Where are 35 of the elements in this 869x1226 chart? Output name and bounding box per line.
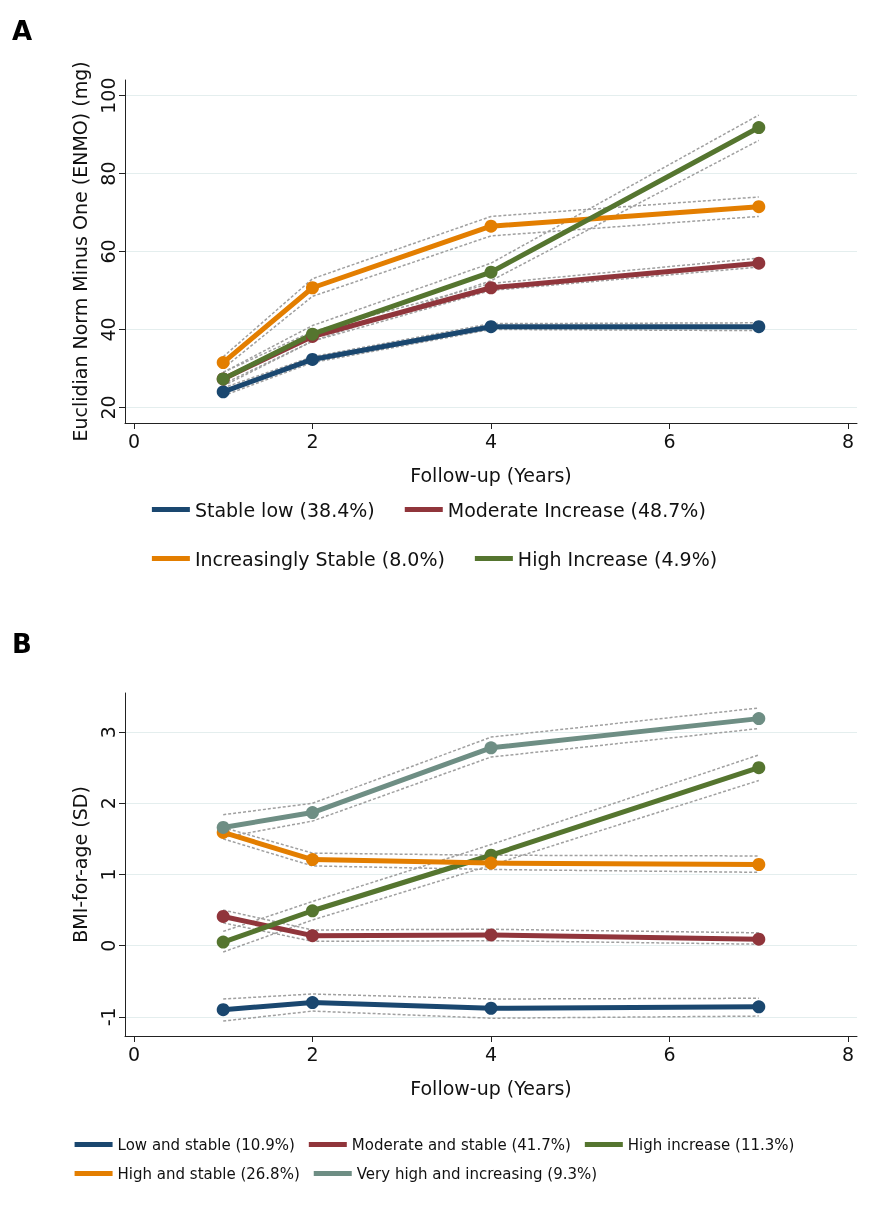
legend-label: High Increase (4.9%) (517, 547, 718, 570)
x-tick-label: 0 (127, 1042, 140, 1065)
y-tick-label: 3 (96, 726, 119, 739)
x-axis-title: Follow-up (Years) (410, 1076, 572, 1099)
legend-label: Increasingly Stable (8.0%) (194, 547, 445, 570)
legend-label: Stable low (38.4%) (194, 498, 375, 521)
y-tick-label: 20 (96, 395, 119, 420)
text: A (12, 16, 33, 46)
legend-label: High increase (11.3%) (627, 1135, 795, 1154)
x-tick-label: 4 (484, 429, 498, 452)
text: B (12, 629, 32, 659)
legend-label: High and stable (26.8%) (117, 1164, 300, 1183)
x-tick-label: 4 (484, 1042, 498, 1065)
legend-label: Low and stable (10.9%) (117, 1135, 295, 1154)
x-axis-title: Follow-up (Years) (410, 463, 572, 486)
y-axis-title: Euclidian Norm Minus One (ENMO) (mg) (68, 61, 91, 442)
y-tick-label: 100 (96, 77, 119, 114)
legend-label: Moderate Increase (48.7%) (447, 498, 706, 521)
legend-label: Very high and increasing (9.3%) (356, 1164, 598, 1183)
y-tick-label: -1 (96, 1007, 119, 1027)
y-tick-label: 1 (96, 868, 119, 881)
y-axis-title: BMI-for-age (SD) (68, 786, 91, 943)
y-tick-label: 0 (96, 939, 119, 952)
x-tick-label: 8 (842, 429, 855, 452)
x-tick-label: 6 (663, 429, 676, 452)
y-tick-label: 40 (96, 317, 119, 342)
y-tick-label: 2 (96, 797, 119, 810)
legend-label: Moderate and stable (41.7%) (351, 1135, 571, 1154)
x-tick-label: 0 (127, 429, 140, 452)
y-tick-label: 60 (96, 239, 119, 264)
x-tick-label: 6 (663, 1042, 676, 1065)
x-tick-label: 8 (842, 1042, 855, 1065)
y-tick-label: 80 (96, 161, 119, 186)
x-tick-label: 2 (306, 429, 319, 452)
x-tick-label: 2 (306, 1042, 319, 1065)
